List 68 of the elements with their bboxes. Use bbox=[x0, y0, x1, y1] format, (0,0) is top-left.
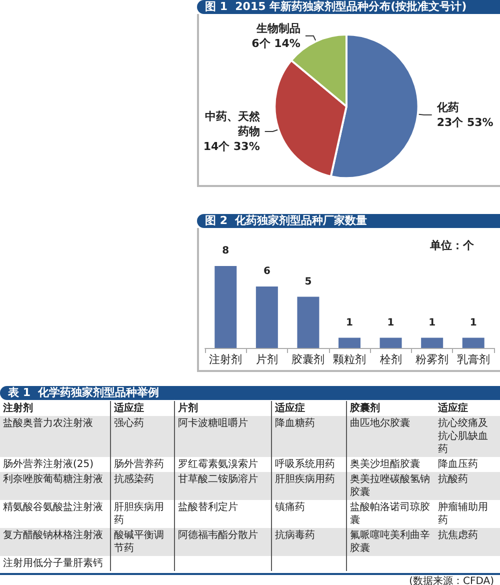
slice-label: 生物制品 bbox=[255, 22, 300, 35]
text: 适应症 bbox=[111, 401, 175, 416]
text: 精氨酸谷氨酸盐注射液 bbox=[0, 500, 111, 528]
slice-label: 化药 bbox=[436, 100, 459, 114]
data-label: 8 bbox=[222, 246, 230, 256]
data-label: 6个 14% bbox=[252, 36, 300, 50]
text: 复方醋酸钠林格注射液 bbox=[0, 528, 111, 556]
slice-label: 中药、天然药物 bbox=[204, 110, 261, 138]
text: 罗红霉素氨溴索片 bbox=[175, 457, 272, 472]
text: 呼吸系统用药 bbox=[272, 457, 347, 472]
text: 抗感染药 bbox=[111, 472, 175, 500]
text: 表 1 化学药独家剂型品种举例 bbox=[0, 386, 500, 400]
text: 酸碱平衡调节药 bbox=[111, 528, 175, 556]
text: 抗心绞痛及抗心肌缺血药 bbox=[435, 416, 500, 457]
text: 抗病毒药 bbox=[272, 528, 347, 556]
x-tick-label: 注射剂 bbox=[209, 353, 242, 366]
text: 适应症 bbox=[272, 401, 347, 416]
text: 降血糖药 bbox=[272, 416, 347, 457]
text: 奥美沙坦酯胶囊 bbox=[347, 457, 435, 472]
text: 肿瘤辅助用药 bbox=[435, 500, 500, 528]
chart-title: 图 1 2015 年新药独家剂型品种分布(按批准文号计) bbox=[197, 0, 500, 14]
x-tick-label: 胶囊剂 bbox=[292, 353, 325, 366]
text: 肝胆疾病用药 bbox=[272, 472, 347, 500]
bar bbox=[256, 286, 278, 348]
text: 降血压药 bbox=[435, 457, 500, 472]
text: 肠外营养注射液(25) bbox=[0, 457, 111, 472]
text: 抗焦虑药 bbox=[435, 528, 500, 556]
text: 盐酸帕洛诺司琼胶囊 bbox=[347, 500, 435, 528]
chart-title: 图 2 化药独家剂型品种厂家数量 bbox=[197, 214, 500, 228]
text: 甘草酸二铵肠溶片 bbox=[175, 472, 272, 500]
text: 胶囊剂 bbox=[347, 401, 435, 416]
x-tick-label: 粉雾剂 bbox=[416, 353, 449, 366]
bar bbox=[338, 338, 360, 348]
data-label: 14个 33% bbox=[203, 140, 260, 153]
data-label: 6 bbox=[263, 266, 270, 277]
text: 阿卡波糖咀嚼片 bbox=[175, 416, 272, 457]
x-tick-label: 片剂 bbox=[256, 353, 278, 366]
bar bbox=[462, 338, 484, 348]
data-label: 1 bbox=[387, 317, 394, 328]
data-label: 23个 53% bbox=[436, 116, 494, 129]
text: 曲匹地尔胶囊 bbox=[347, 416, 435, 457]
text: 盐酸替利定片 bbox=[175, 500, 272, 528]
bar bbox=[421, 338, 444, 348]
text: 抗酸药 bbox=[435, 472, 500, 500]
x-tick-label: 乳膏剂 bbox=[456, 353, 490, 366]
text: 阿德福韦酯分散片 bbox=[175, 528, 272, 556]
text: 氟哌噻吨美利曲辛胶囊 bbox=[347, 528, 435, 556]
text: 利奈唑胺葡萄糖注射液 bbox=[0, 472, 111, 500]
x-tick-label: 颗粒剂 bbox=[333, 353, 366, 366]
text: 片剂 bbox=[175, 401, 272, 416]
data-label: 1 bbox=[470, 317, 477, 328]
text: 奥美拉唑碳酸氢钠胶囊 bbox=[347, 472, 435, 500]
text: 盐酸奥普力农注射液 bbox=[0, 416, 111, 457]
text: 适应症 bbox=[435, 401, 500, 416]
data-label: 1 bbox=[428, 317, 436, 328]
text: 单位：个 bbox=[429, 239, 475, 252]
text: 注射剂 bbox=[0, 401, 111, 416]
data-label: 5 bbox=[304, 276, 312, 288]
text: 注射用低分子量肝素钙 bbox=[0, 556, 111, 571]
text: 肝胆疾病用药 bbox=[111, 500, 175, 528]
data-label: 1 bbox=[346, 317, 354, 328]
bar bbox=[214, 266, 237, 348]
text: 镇痛药 bbox=[272, 500, 347, 528]
bar bbox=[380, 338, 402, 348]
bar bbox=[297, 296, 320, 348]
text: 强心药 bbox=[111, 416, 175, 457]
x-tick-label: 栓剂 bbox=[378, 353, 402, 366]
text: 肠外营养药 bbox=[111, 457, 175, 472]
